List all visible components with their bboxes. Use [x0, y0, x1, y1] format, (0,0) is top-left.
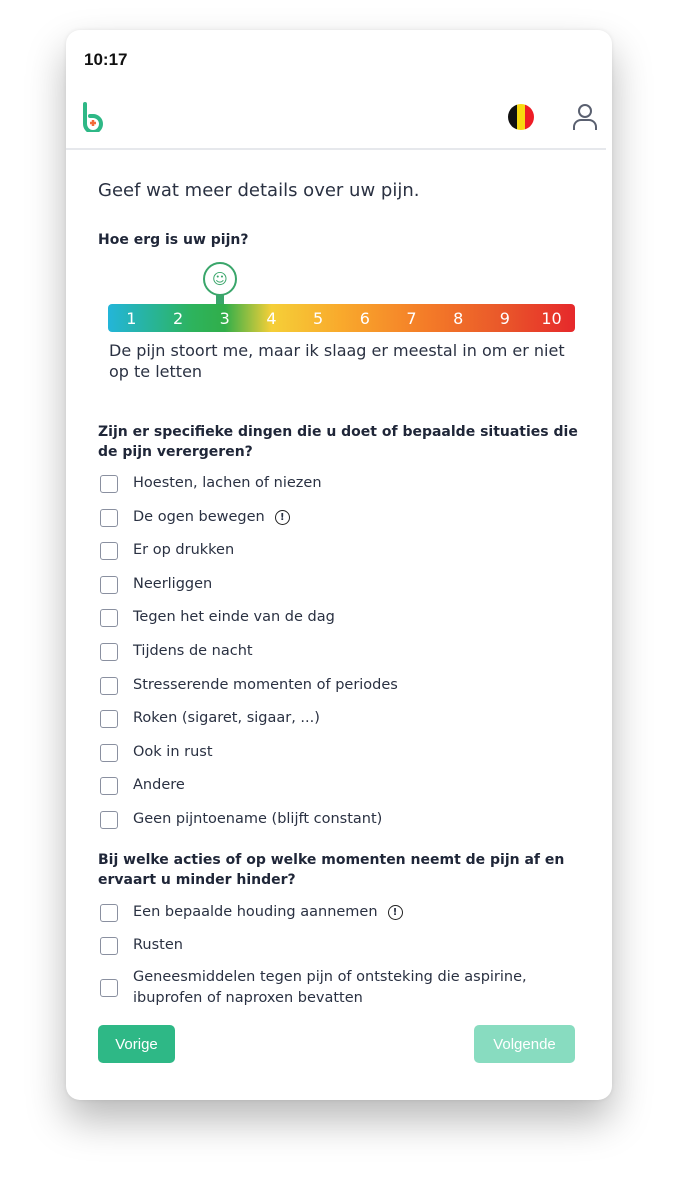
- status-time: 10:17: [84, 50, 128, 69]
- checkbox-label: Geneesmiddelen tegen pijn of ontsteking …: [133, 969, 527, 1006]
- checkbox[interactable]: [100, 743, 118, 762]
- checkbox-item[interactable]: Stresserende momenten of periodes: [100, 675, 580, 696]
- checkbox-label: Hoesten, lachen of niezen: [133, 475, 322, 491]
- checkbox-item[interactable]: De ogen bewegen!: [100, 507, 580, 528]
- previous-button[interactable]: Vorige: [98, 1025, 175, 1063]
- checkbox-label: Andere: [133, 777, 185, 793]
- checkbox[interactable]: [100, 474, 118, 493]
- checkbox-item[interactable]: Rusten: [100, 935, 580, 956]
- scale-tick-10[interactable]: 10: [541, 308, 562, 328]
- info-icon[interactable]: !: [387, 905, 403, 920]
- checkbox-label: Er op drukken: [133, 542, 235, 558]
- checkbox-item[interactable]: Tegen het einde van de dag: [100, 607, 580, 628]
- checkbox[interactable]: [100, 776, 118, 795]
- slider-handle-stem: [216, 294, 224, 306]
- checkbox-item[interactable]: Hoesten, lachen of niezen: [100, 473, 580, 494]
- checkbox[interactable]: [100, 508, 118, 527]
- checkbox[interactable]: [100, 936, 118, 955]
- checkbox-label: Roken (sigaret, sigaar, ...): [133, 710, 320, 726]
- checkbox-label: Tegen het einde van de dag: [133, 609, 335, 625]
- pain-question: Hoe erg is uw pijn?: [98, 232, 249, 248]
- checkbox-item[interactable]: Er op drukken: [100, 540, 580, 561]
- checkbox-label: Geen pijntoename (blijft constant): [133, 811, 383, 827]
- checkbox-item[interactable]: Ook in rust: [100, 742, 580, 763]
- scale-tick-5[interactable]: 5: [313, 308, 324, 328]
- checkbox[interactable]: [100, 541, 118, 560]
- better-question: Bij welke acties of op welke momenten ne…: [98, 852, 565, 888]
- slider-handle-smiley-icon[interactable]: ☺: [203, 262, 237, 296]
- checkbox-item[interactable]: Een bepaalde houding aannemen!: [100, 902, 580, 923]
- checkbox[interactable]: [100, 903, 118, 922]
- checkbox[interactable]: [100, 608, 118, 627]
- phone-frame: 10:17 Geef wat meer details over uw pijn…: [66, 30, 612, 1100]
- scale-tick-7[interactable]: 7: [406, 308, 417, 328]
- scale-tick-3[interactable]: 3: [219, 308, 230, 328]
- checkbox-label: Neerliggen: [133, 576, 213, 592]
- next-button[interactable]: Volgende: [474, 1025, 575, 1063]
- checkbox-label: Rusten: [133, 937, 183, 953]
- scale-tick-1[interactable]: 1: [126, 308, 137, 328]
- scale-tick-6[interactable]: 6: [359, 308, 370, 328]
- checkbox-label: De ogen bewegen: [133, 509, 265, 525]
- user-icon[interactable]: [572, 102, 598, 132]
- checkbox-label: Ook in rust: [133, 744, 213, 760]
- checkbox[interactable]: [100, 810, 118, 829]
- checkbox-item[interactable]: Geneesmiddelen tegen pijn of ontsteking …: [100, 967, 580, 1009]
- pain-scale-slider[interactable]: 1 2 3 4 5 6 7 8 9 10: [108, 304, 575, 332]
- checkbox[interactable]: [100, 709, 118, 728]
- logo-icon[interactable]: [82, 102, 104, 132]
- info-icon[interactable]: !: [274, 510, 290, 525]
- checkbox-label: Een bepaalde houding aannemen: [133, 904, 378, 920]
- checkbox-label: Stresserende momenten of periodes: [133, 677, 398, 693]
- page-title: Geef wat meer details over uw pijn.: [98, 180, 420, 201]
- pain-description: De pijn stoort me, maar ik slaag er mees…: [109, 341, 565, 381]
- scale-tick-2[interactable]: 2: [172, 308, 184, 328]
- checkbox-item[interactable]: Roken (sigaret, sigaar, ...): [100, 708, 580, 729]
- worse-question: Zijn er specifieke dingen die u doet of …: [98, 424, 578, 460]
- scale-tick-4[interactable]: 4: [266, 308, 277, 328]
- header-divider: [66, 148, 606, 150]
- checkbox[interactable]: [100, 575, 118, 594]
- checkbox-item[interactable]: Andere: [100, 775, 580, 796]
- language-flag-icon[interactable]: [508, 104, 534, 130]
- checkbox[interactable]: [100, 979, 118, 997]
- checkbox[interactable]: [100, 642, 118, 661]
- checkbox-item[interactable]: Tijdens de nacht: [100, 641, 580, 662]
- checkbox-item[interactable]: Geen pijntoename (blijft constant): [100, 809, 580, 830]
- checkbox[interactable]: [100, 676, 118, 695]
- scale-tick-9[interactable]: 9: [499, 308, 510, 328]
- checkbox-label: Tijdens de nacht: [133, 643, 253, 659]
- checkbox-item[interactable]: Neerliggen: [100, 574, 580, 595]
- scale-tick-8[interactable]: 8: [453, 308, 464, 328]
